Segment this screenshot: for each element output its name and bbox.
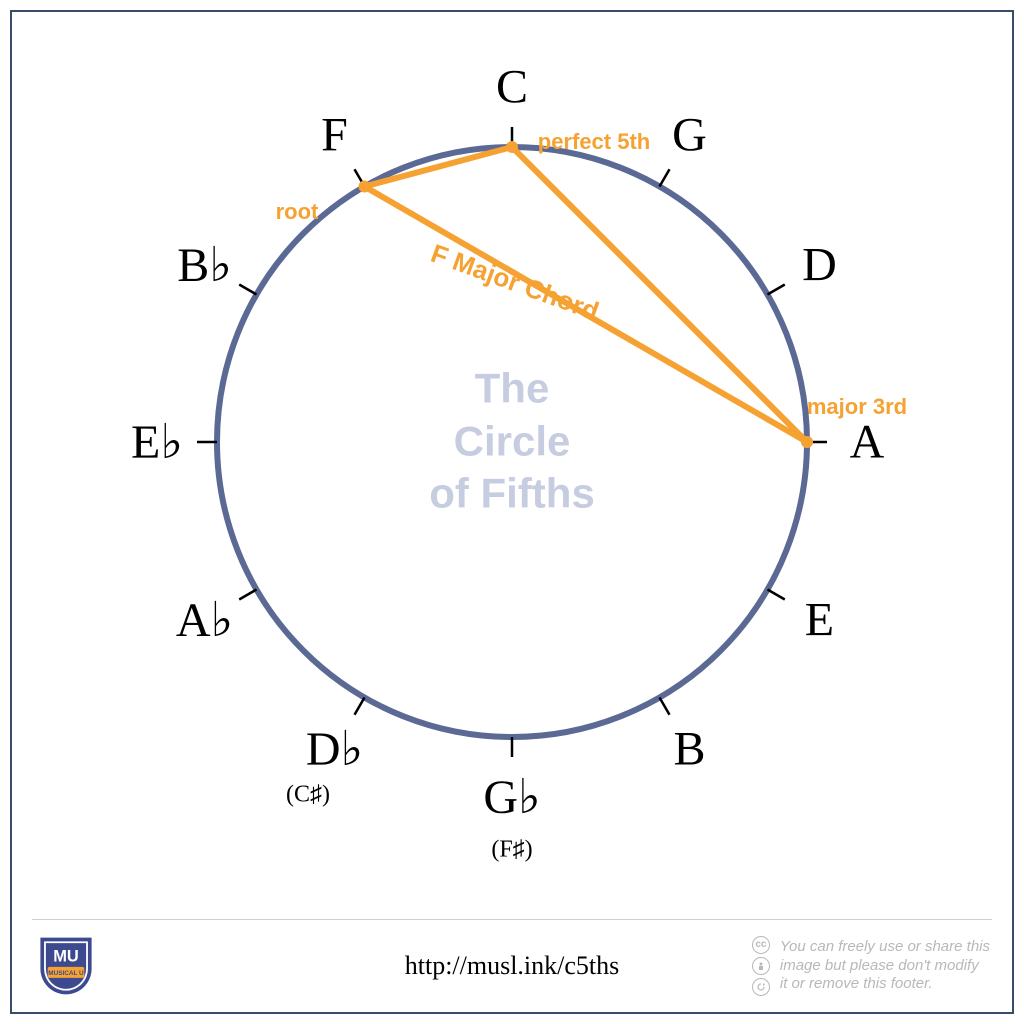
svg-text:MUSICAL U: MUSICAL U [48,970,84,977]
annotation-major3rd: major 3rd [807,394,907,420]
cc-sa-icon [752,978,770,996]
note-label: A♭ [176,592,233,648]
svg-text:MU: MU [53,947,79,965]
center-title-line: The [429,363,595,416]
center-title: The Circle of Fifths [429,363,595,521]
footer-license: cc You can freely use or share this imag… [752,936,990,996]
note-label: C [496,60,528,115]
cc-icon: cc [752,936,770,954]
note-label: B [673,722,705,777]
footer: MU MUSICAL U http://musl.ink/c5ths cc Yo… [12,920,1012,1012]
note-label: B♭ [177,237,232,293]
note-label: G♭ [483,769,540,825]
note-label: G [672,107,707,162]
note-label: E♭ [131,414,183,470]
license-line: You can freely use or share this [780,938,990,957]
cc-icons: cc [752,936,770,996]
enharmonic-label: (C♯) [286,782,330,809]
diagram-area: The Circle of Fifths C G D A E B G♭ (F♯) D♭ (C♯) A… [12,12,1012,902]
brand-logo: MU MUSICAL U [34,934,98,998]
cc-by-icon [752,957,770,975]
outer-frame: The Circle of Fifths C G D A E B G♭ (F♯) D♭ (C♯) A… [10,10,1014,1014]
note-label: E [805,592,834,647]
annotation-perfect5th: perfect 5th [538,129,650,155]
note-label: F [321,107,348,162]
license-text: You can freely use or share this image b… [780,938,990,994]
note-label: D [802,237,837,292]
center-title-line: of Fifths [429,468,595,521]
center-title-line: Circle [429,415,595,468]
footer-url: http://musl.ink/c5ths [405,951,620,981]
annotation-root: root [276,199,319,225]
note-label: D♭ [306,721,363,777]
note-label: A [850,415,885,470]
enharmonic-label: (F♯) [491,837,532,864]
license-line: it or remove this footer. [780,975,990,994]
license-line: image but please don't modify [780,957,990,976]
